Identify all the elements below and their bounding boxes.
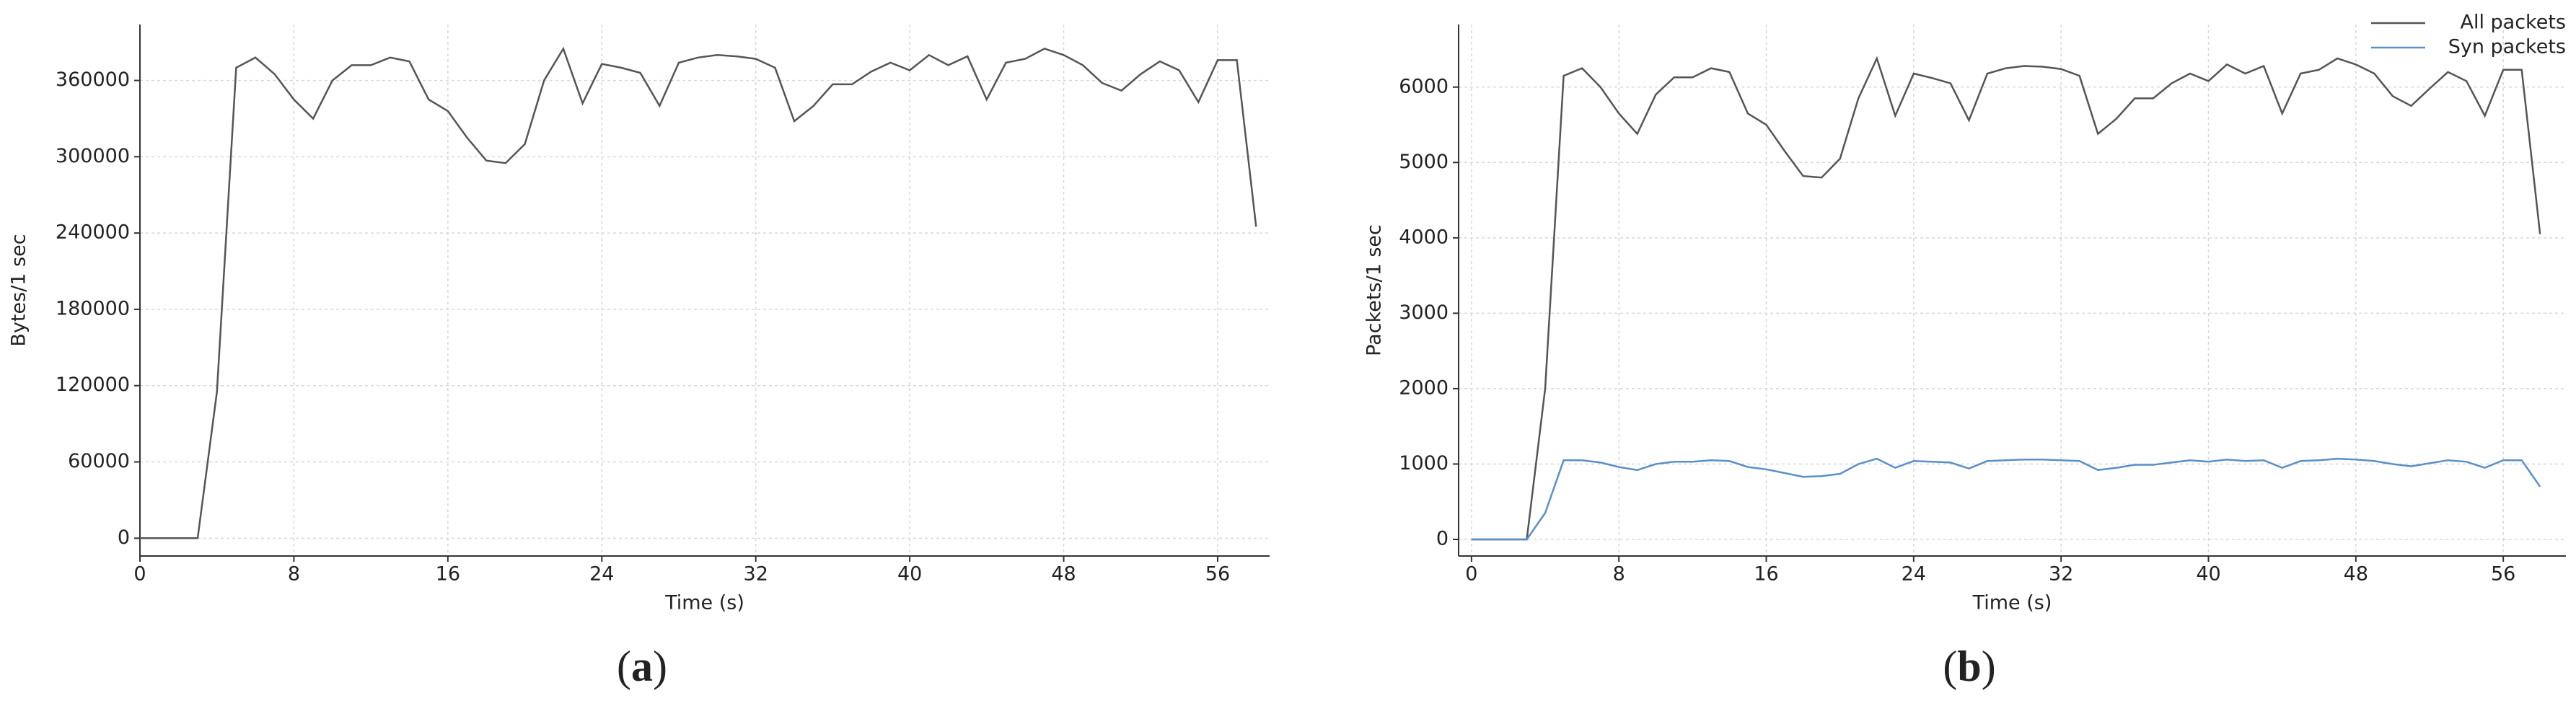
x-tick-label: 56 <box>2491 563 2515 586</box>
x-tick-label: 32 <box>2049 563 2073 586</box>
data-line <box>140 46 1257 539</box>
y-tick-label: 5000 <box>1399 151 1449 173</box>
legend-label: Syn packets <box>2448 36 2566 58</box>
x-tick-label: 24 <box>1902 563 1926 586</box>
x-tick-label: 0 <box>1465 563 1477 586</box>
data-line <box>1471 457 2541 541</box>
x-tick-label: 56 <box>1205 563 1230 586</box>
x-tick-label: 24 <box>589 563 614 586</box>
caption-bold: b <box>1957 643 1981 690</box>
y-tick-label: 3000 <box>1399 301 1449 324</box>
caption: (a) <box>617 643 667 690</box>
y-tick-label: 120000 <box>56 374 130 396</box>
x-tick-label: 40 <box>2196 563 2220 586</box>
legend-label: All packets <box>2460 12 2566 34</box>
y-axis-label: Packets/1 sec <box>1363 224 1386 356</box>
y-tick-label: 180000 <box>56 297 130 319</box>
x-axis-label: Time (s) <box>664 592 744 614</box>
x-axis-label: Time (s) <box>1972 592 2052 614</box>
x-tick-label: 40 <box>897 563 922 586</box>
x-tick-label: 16 <box>436 563 460 586</box>
x-tick-label: 0 <box>133 563 146 586</box>
y-tick-label: 360000 <box>56 69 130 91</box>
y-axis-label: Bytes/1 sec <box>8 234 30 346</box>
x-tick-label: 32 <box>744 563 768 586</box>
x-tick-label: 16 <box>1754 563 1778 586</box>
y-tick-label: 240000 <box>56 221 130 244</box>
y-tick-label: 0 <box>118 526 130 549</box>
data-line <box>1471 56 2541 541</box>
x-tick-label: 48 <box>1051 563 1076 586</box>
y-tick-label: 6000 <box>1399 75 1449 97</box>
y-tick-label: 60000 <box>68 450 130 472</box>
caption-bold: a <box>631 643 653 690</box>
caption: (b) <box>1943 643 1995 690</box>
x-tick-label: 8 <box>288 563 300 586</box>
y-tick-label: 300000 <box>56 145 130 167</box>
y-tick-label: 0 <box>1436 528 1449 550</box>
y-tick-label: 1000 <box>1399 452 1449 475</box>
x-tick-label: 48 <box>2344 563 2368 586</box>
y-tick-label: 4000 <box>1399 226 1449 248</box>
y-tick-label: 2000 <box>1399 376 1449 399</box>
x-tick-label: 8 <box>1613 563 1625 586</box>
